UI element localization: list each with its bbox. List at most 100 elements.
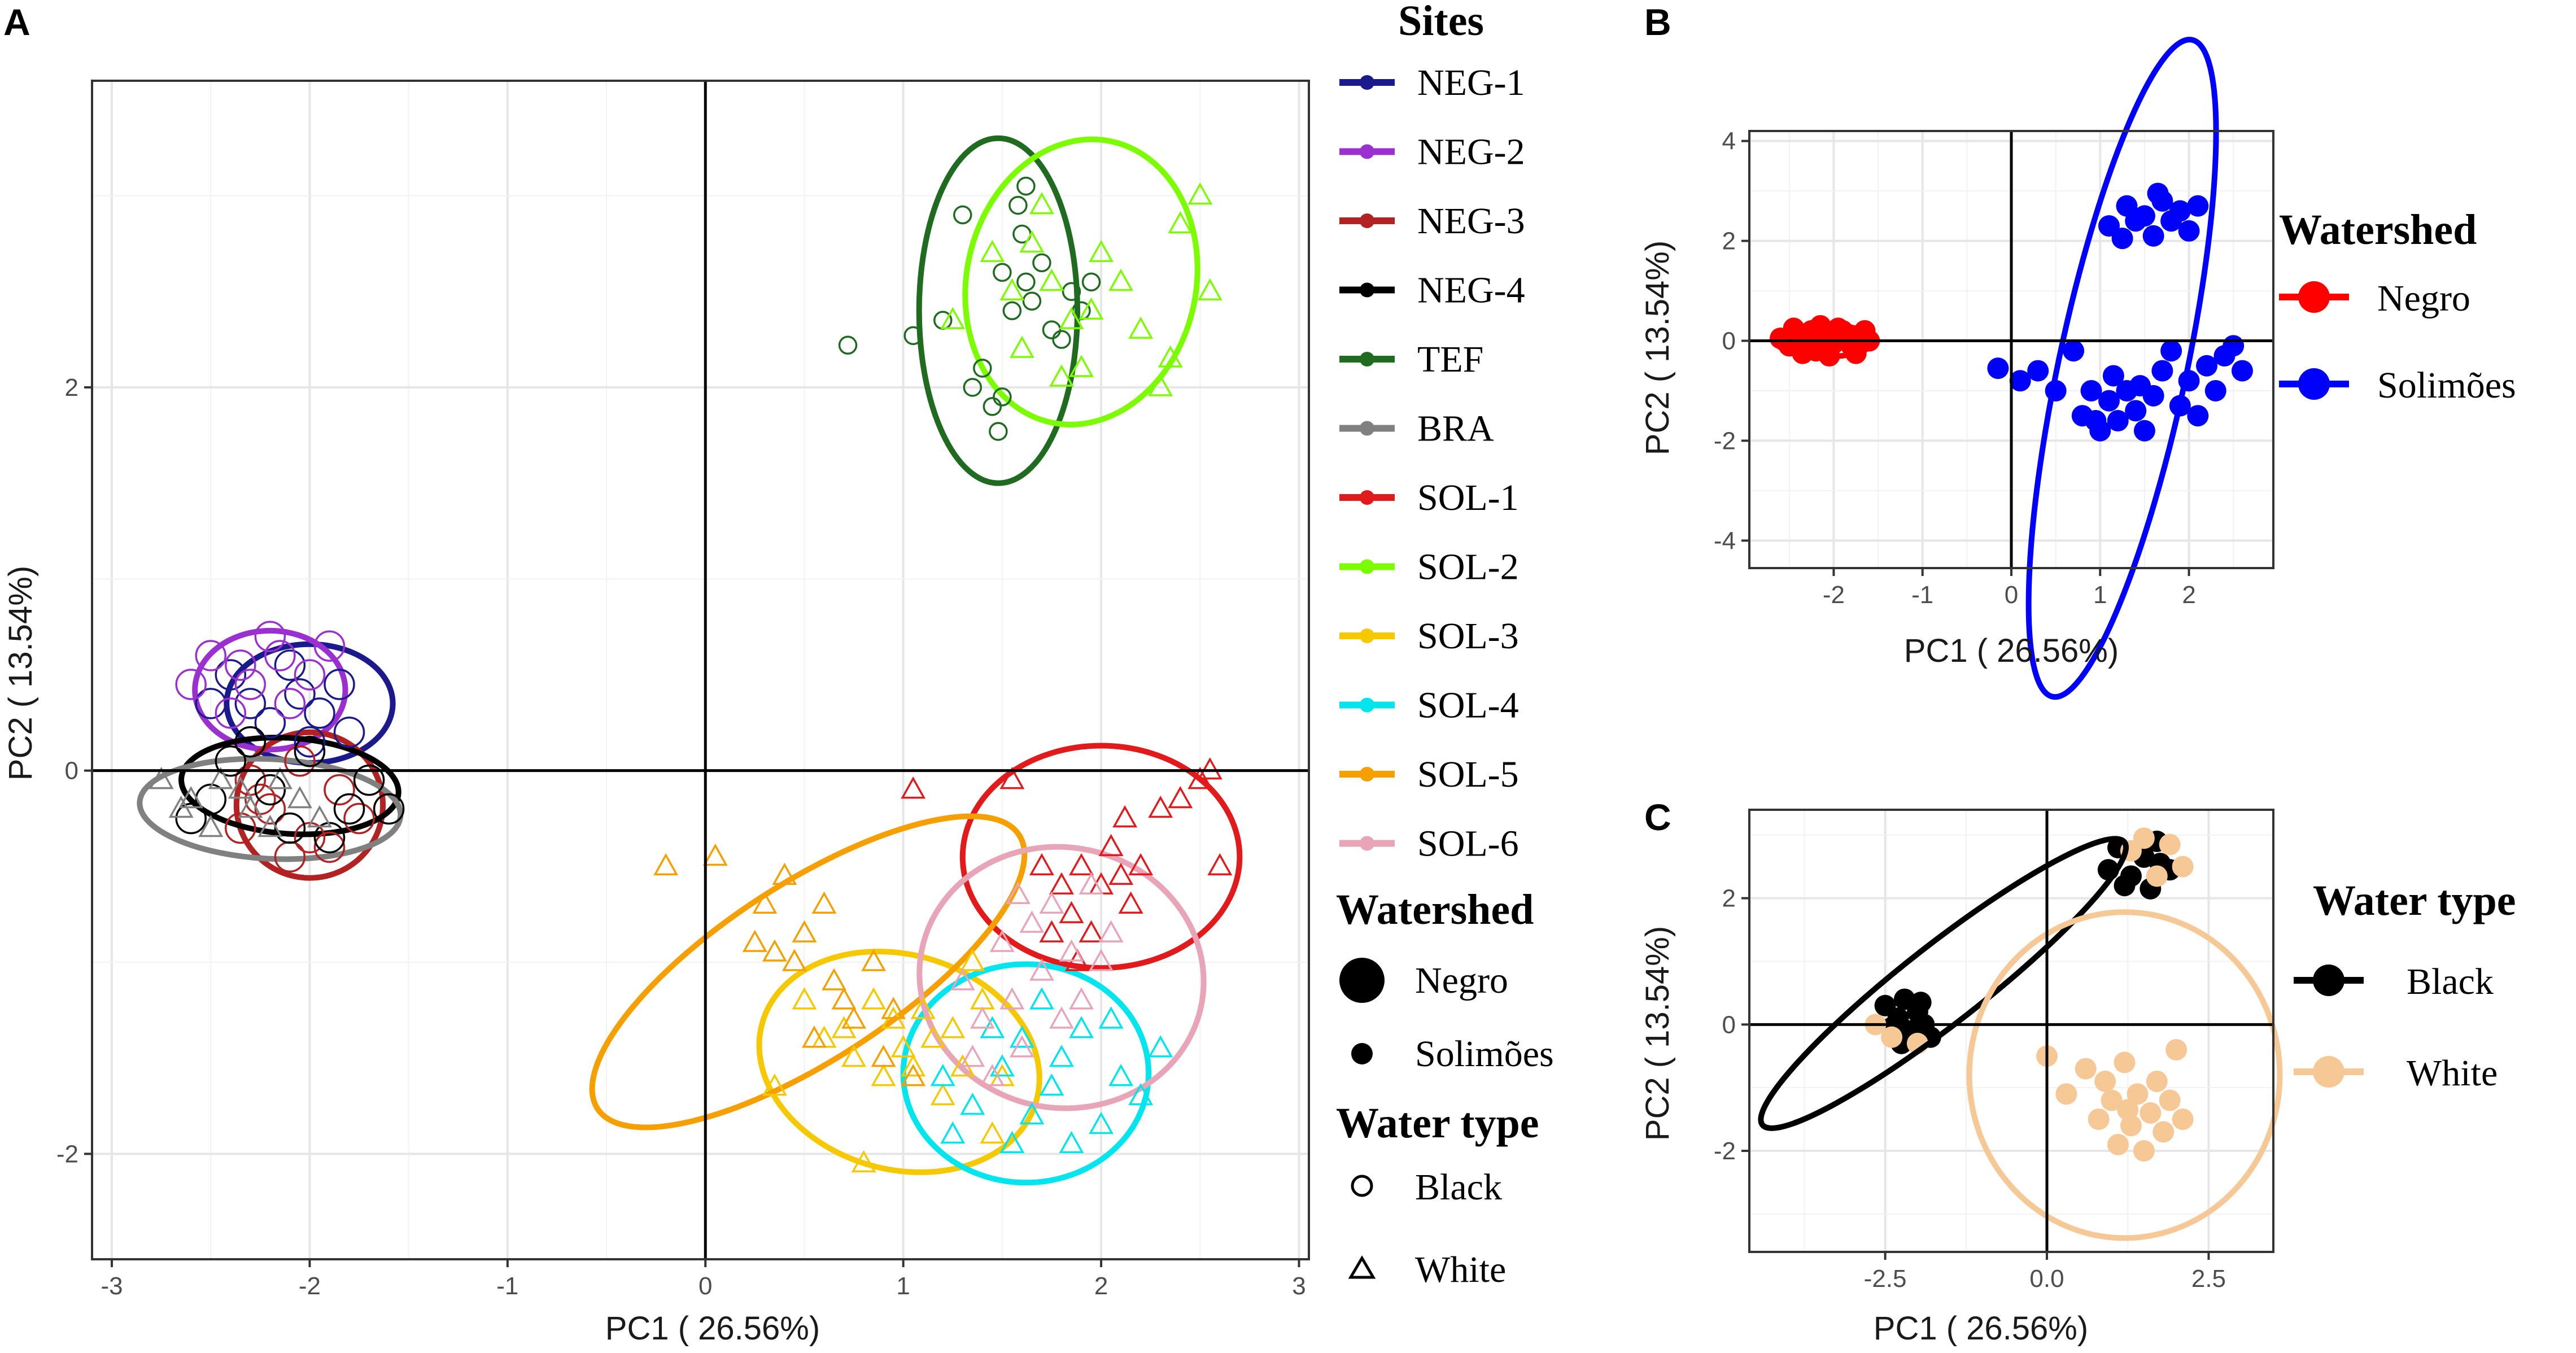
legend-site-label: SOL-4: [1417, 685, 1519, 726]
point-white: [2140, 1102, 2162, 1124]
point-neg-2: [195, 640, 226, 671]
point-sol-2: [1089, 239, 1114, 263]
legend-site-marker: [1360, 421, 1374, 436]
point-white: [2165, 1039, 2188, 1061]
point-solim-es: [1987, 357, 2009, 379]
point-sol-3: [792, 987, 817, 1010]
y-tick-label: 4: [1722, 128, 1736, 155]
legend-c-black-marker: [2313, 964, 2344, 996]
point-sol-1: [1197, 757, 1222, 780]
legend-water-black-label: Black: [1415, 1167, 1502, 1208]
point-sol-4: [1049, 1045, 1074, 1067]
point-sol-5: [901, 1064, 926, 1086]
point-sol-3: [861, 987, 887, 1010]
legend-b-solimoes-marker: [2298, 368, 2330, 400]
point-solim-es: [2160, 340, 2182, 362]
y-tick-label: 0: [1722, 1011, 1736, 1038]
point-sol-5: [772, 862, 797, 885]
point-tef: [1016, 176, 1036, 196]
point-sol-4: [1009, 1025, 1034, 1048]
point-bra: [168, 795, 194, 818]
panel-c-axes: [1748, 809, 2274, 1253]
ellipse-sol-5: [589, 813, 1028, 1131]
legend-b-title: Watershed: [2279, 206, 2477, 254]
point-bra: [198, 814, 224, 837]
point-sol-6: [1049, 1006, 1074, 1029]
point-black: [2114, 875, 2136, 897]
ellipse-neg-4: [178, 735, 401, 837]
legend-site-marker: [1360, 352, 1374, 366]
panel-a-chart: -3 -2 -1 0 1 2 3 -2 0 2 PC1 ( 26.56%) PC2 ( 13.54…: [2, 80, 1310, 1347]
y-tick-label: -4: [1714, 527, 1736, 555]
point-sol-3: [890, 1035, 916, 1058]
point-tef: [1062, 282, 1081, 302]
x-tick-label: 0: [2005, 581, 2018, 609]
point-sol-5: [742, 929, 767, 952]
y-tick-label: -2: [56, 1140, 78, 1168]
panel-c-xlabel: PC1 ( 26.56%): [1874, 1310, 2088, 1347]
point-tef: [1042, 320, 1062, 339]
point-sol-6: [1059, 939, 1084, 962]
point-solim-es: [2169, 200, 2191, 222]
point-sol-6: [970, 1006, 995, 1029]
panel-c-ticks: -2.5 0.0 2.5 -2 0 2: [1714, 885, 2226, 1293]
legend-site-marker: [1360, 490, 1374, 505]
point-white: [2172, 856, 2194, 878]
panel-letter-c: C: [1644, 796, 1671, 838]
point-tef: [1022, 291, 1042, 311]
legend-c-title: Water type: [2313, 877, 2516, 924]
y-tick-label: 2: [1722, 228, 1736, 255]
panel-b-xlabel: PC1 ( 26.56%): [1904, 632, 2119, 669]
point-solim-es: [2178, 220, 2200, 242]
point-neg-3: [313, 831, 346, 863]
point-bra: [208, 767, 233, 789]
point-sol-1: [1128, 853, 1154, 876]
point-sol-6: [1089, 949, 1114, 971]
point-white: [2133, 1140, 2155, 1162]
x-tick-label: 2.5: [2191, 1265, 2226, 1293]
x-tick-label: 2: [2182, 581, 2195, 609]
y-tick-label: 2: [1722, 885, 1736, 913]
point-sol-4: [1108, 1064, 1134, 1086]
legend-site-marker: [1360, 629, 1374, 643]
point-sol-3: [930, 1083, 955, 1106]
point-solim-es: [2098, 390, 2120, 412]
point-sol-6: [1069, 987, 1094, 1010]
point-white: [2127, 1083, 2149, 1105]
point-neg-1: [195, 688, 226, 719]
panel-a-ylabel: PC2 ( 13.54%): [2, 566, 39, 780]
point-sol-5: [822, 968, 847, 990]
panel-a-legend: Sites NEG-1 NEG-2 NEG-3 NEG-4 TEF BRA SOL-1 SOL…: [1336, 0, 1554, 1290]
point-sol-6: [1098, 920, 1124, 942]
point-sol-2: [999, 278, 1025, 301]
point-sol-6: [1019, 910, 1045, 933]
point-solim-es: [2187, 195, 2209, 217]
point-sol-2: [1187, 182, 1213, 205]
y-tick-label: 0: [65, 757, 78, 785]
point-white: [2159, 1089, 2181, 1111]
point-solim-es: [2129, 375, 2151, 397]
panel-c-points: [1865, 827, 2194, 1162]
point-solim-es: [2107, 410, 2129, 432]
y-tick-label: -2: [1714, 1137, 1736, 1165]
point-sol-2: [1059, 307, 1084, 329]
point-tef: [1032, 253, 1051, 273]
point-sol-5: [752, 891, 778, 914]
point-sol-6: [989, 929, 1015, 952]
legend-site-label: NEG-3: [1417, 200, 1525, 242]
point-solim-es: [2187, 405, 2209, 427]
panel-b-legend: Watershed Negro Solimões: [2279, 206, 2516, 406]
point-sol-6: [1009, 1035, 1034, 1058]
point-tef: [1081, 272, 1101, 292]
panel-a-xlabel: PC1 ( 26.56%): [605, 1310, 820, 1347]
point-sol-3: [841, 1045, 867, 1067]
panel-b-chart: -2 -1 0 1 2 -4 -2 0 2 4 PC1 ( 26.56%) PC2 ( 13.54…: [1639, 37, 2274, 700]
point-sol-4: [1069, 1016, 1094, 1038]
legend-site-label: NEG-2: [1417, 132, 1525, 173]
point-bra: [257, 814, 283, 837]
point-bra: [287, 785, 312, 809]
point-sol-6: [999, 987, 1025, 1010]
panel-a-ellipses: [137, 135, 1243, 1186]
ellipse-neg-2: [192, 627, 348, 753]
point-sol-5: [801, 1025, 827, 1048]
